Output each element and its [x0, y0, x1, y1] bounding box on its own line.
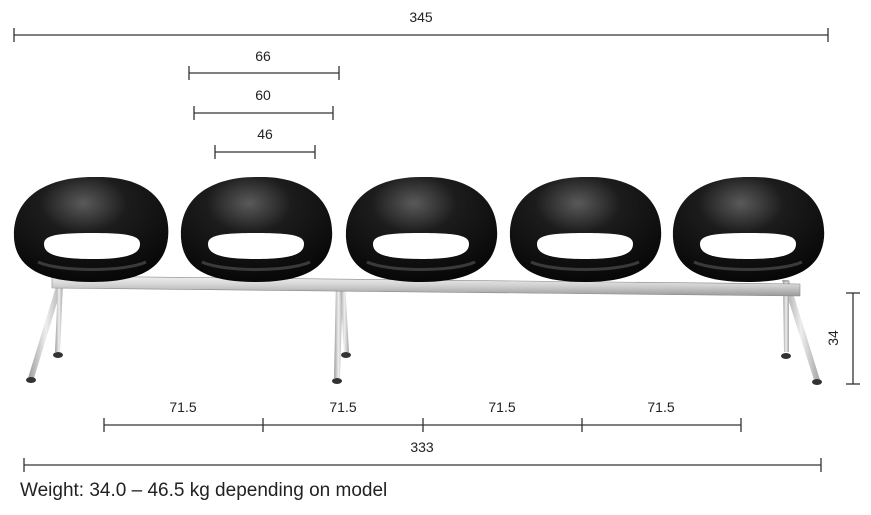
dim-spacing-label-3: 71.5	[488, 399, 515, 415]
dim-seat-outer-width-label: 66	[255, 48, 271, 64]
bench-frame	[26, 275, 822, 385]
seat-2	[180, 176, 333, 282]
seat-1	[13, 176, 169, 282]
dim-beam-length: 333	[23, 439, 822, 472]
leg-right	[781, 280, 822, 385]
dim-seat-mid-width-label: 60	[255, 87, 271, 103]
seat-5	[672, 176, 825, 282]
seat-3	[345, 176, 498, 282]
dim-seat-inner-width: 46	[214, 126, 316, 159]
dim-spacing-label-4: 71.5	[647, 399, 674, 415]
leg-left	[26, 280, 64, 383]
dim-spacing: 71.5 71.5 71.5 71.5	[103, 399, 742, 432]
leg-center	[332, 280, 351, 384]
dim-spacing-label-1: 71.5	[169, 399, 196, 415]
dim-seat-mid-width: 60	[193, 87, 334, 120]
dim-total-width-label: 345	[409, 9, 433, 25]
weight-caption: Weight: 34.0 – 46.5 kg depending on mode…	[20, 480, 388, 501]
dim-seat-outer-width: 66	[188, 48, 340, 80]
dim-total-width: 345	[13, 9, 829, 42]
dim-spacing-label-2: 71.5	[329, 399, 356, 415]
dim-beam-length-label: 333	[410, 439, 434, 455]
seat-4	[509, 176, 662, 282]
dim-seat-inner-width-label: 46	[257, 126, 273, 142]
dim-seat-height-label: 34	[825, 330, 841, 346]
dim-seat-height: 34	[825, 292, 860, 385]
